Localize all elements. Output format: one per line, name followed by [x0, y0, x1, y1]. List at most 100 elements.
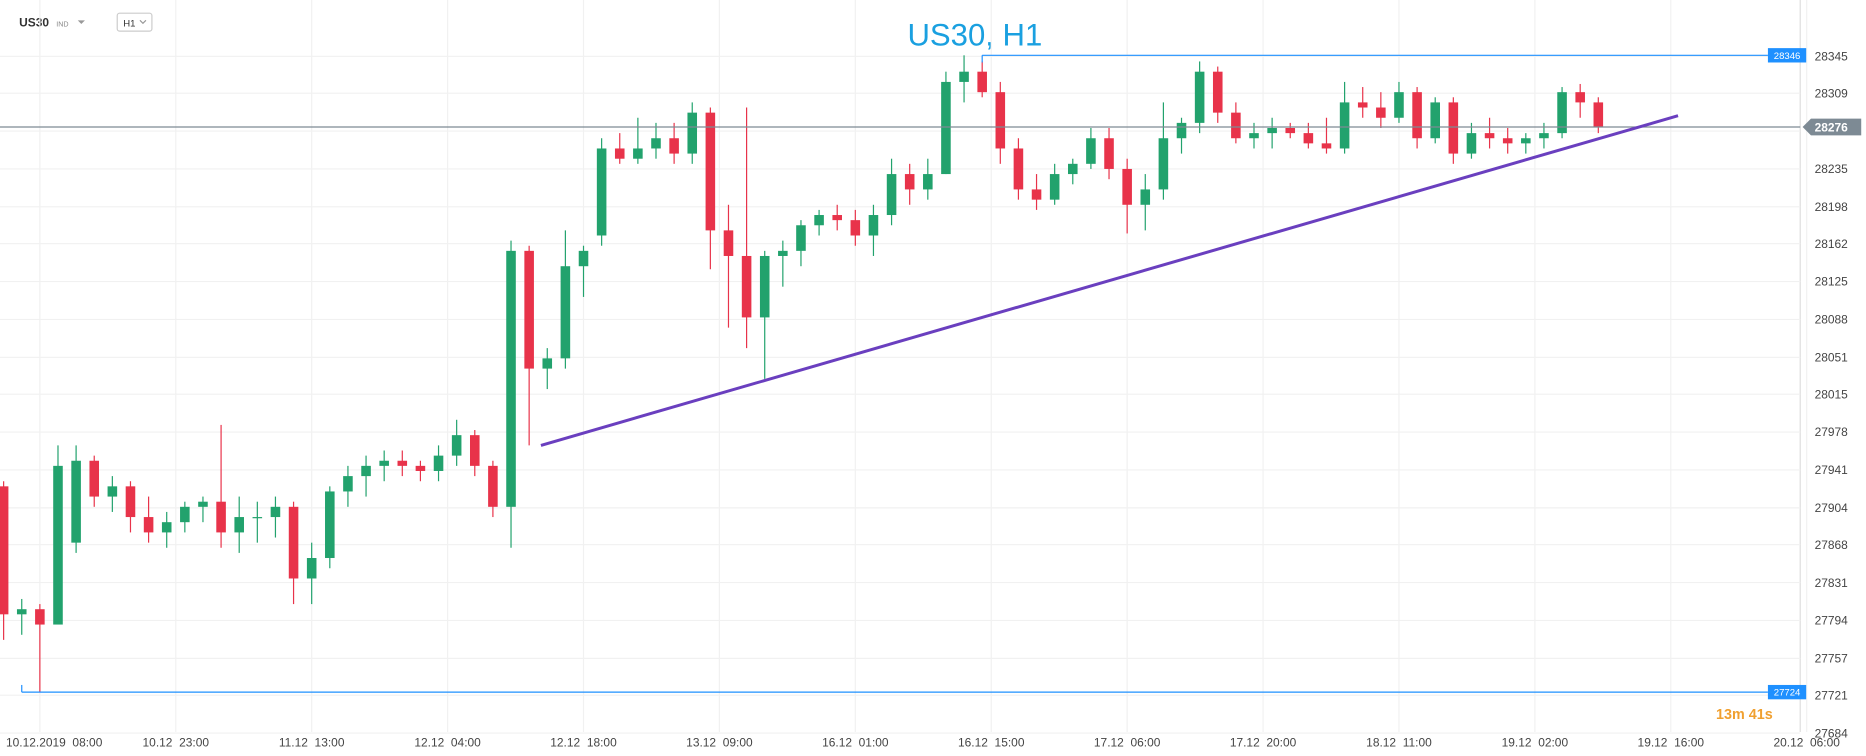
x-tick-label: 19.12 02:00: [1502, 735, 1569, 749]
candle-body: [234, 517, 244, 533]
symbol[interactable]: US30: [19, 15, 49, 29]
x-tick-label: 17.12 20:00: [1230, 735, 1297, 749]
candle-body: [161, 522, 172, 533]
candle-body: [1448, 102, 1459, 154]
candle-body: [198, 501, 208, 507]
candle-body: [288, 506, 299, 579]
candle-body: [1194, 71, 1205, 123]
candle-body: [1267, 127, 1277, 134]
candle-body: [451, 435, 462, 456]
y-tick-label: 28162: [1815, 237, 1849, 251]
candle-body: [1357, 102, 1368, 108]
y-tick-label: 28051: [1815, 351, 1849, 365]
candle-body: [1158, 138, 1169, 190]
candle-body: [614, 148, 625, 159]
x-tick-label: 12.12 04:00: [414, 735, 481, 749]
candle-body: [687, 112, 698, 154]
candle-body: [1575, 92, 1585, 103]
chart-title: US30, H1: [907, 17, 1042, 52]
candle-body: [379, 460, 389, 466]
candle-body: [1212, 71, 1223, 113]
candle-body: [53, 465, 63, 625]
candle-body: [1502, 138, 1513, 144]
candle-body: [125, 486, 136, 518]
x-tick-label: 13.12 09:00: [686, 735, 753, 749]
candle-body: [814, 215, 824, 226]
candle-body: [633, 148, 643, 159]
candle-body: [977, 71, 987, 93]
candle-body: [89, 460, 100, 497]
x-tick-label: 18.12 11:00: [1366, 735, 1432, 749]
x-tick-label: 16.12 01:00: [822, 735, 889, 749]
candle-body: [941, 81, 951, 175]
y-tick-label: 28345: [1815, 50, 1849, 64]
candle-body: [1176, 122, 1187, 139]
candle-body: [1557, 92, 1567, 134]
x-tick-label: 11.12 13:00: [279, 735, 345, 749]
timer: 13m 41s: [1716, 707, 1773, 723]
candle-body: [180, 506, 190, 523]
y-tick-label: 27868: [1815, 538, 1849, 552]
candle-body: [578, 250, 589, 267]
candle-body: [868, 215, 879, 236]
candle-body: [669, 138, 679, 154]
candle-body: [107, 486, 118, 497]
candle-body: [596, 148, 607, 236]
x-tick-label: 12.12 18:00: [550, 735, 617, 749]
candle-body: [1321, 143, 1332, 149]
candle-body: [524, 250, 534, 369]
candle-body: [415, 465, 426, 471]
candle-body: [886, 174, 897, 216]
x-tick-label: 10.12 23:00: [143, 735, 210, 749]
y-tick-label: 28198: [1815, 200, 1849, 214]
candle-body: [1484, 133, 1495, 139]
trendline: [540, 114, 1679, 447]
candle-body: [1231, 112, 1241, 139]
candle-body: [759, 255, 770, 318]
candle-body: [832, 215, 842, 221]
candle-body: [270, 506, 281, 518]
candle-body: [796, 225, 806, 251]
y-tick-label: 27721: [1815, 688, 1849, 702]
candle-body: [1249, 133, 1259, 139]
candle-body: [35, 609, 45, 625]
candle-body: [1466, 133, 1477, 154]
candle-body: [1086, 138, 1096, 164]
candle-body: [850, 220, 861, 236]
candle-body: [1412, 92, 1422, 139]
y-tick-label: 27684: [1815, 726, 1849, 740]
market: IND: [56, 20, 68, 28]
dropdown-arrow[interactable]: [77, 20, 85, 24]
candle-body: [1521, 138, 1531, 144]
y-tick-label: 28015: [1815, 387, 1849, 401]
y-tick-label: 27831: [1815, 576, 1849, 590]
candle-body: [1140, 189, 1151, 205]
candle-body: [1049, 174, 1060, 200]
y-tick-label: 28235: [1815, 162, 1849, 176]
candle-body: [1285, 127, 1296, 134]
x-tick-label: 16.12 15:00: [958, 735, 1025, 749]
interval-arrow[interactable]: [139, 19, 147, 25]
level-label-box: [1767, 684, 1807, 700]
candle-body: [143, 517, 154, 533]
candle-body: [397, 460, 408, 466]
candle-body: [1376, 107, 1386, 118]
level-label: 28346: [1774, 51, 1801, 62]
level-label: 27724: [1774, 688, 1801, 699]
candle-body: [1122, 168, 1132, 205]
x-tick-label: 10.12.2019 08:00: [6, 735, 103, 749]
level-label-box: [1767, 48, 1807, 63]
y-tick-label: 27904: [1815, 501, 1849, 515]
candle-body: [904, 174, 915, 190]
y-tick-label: 27794: [1815, 614, 1849, 628]
candle-body: [560, 266, 571, 359]
candle-body: [741, 255, 752, 318]
interval[interactable]: H1: [123, 18, 135, 29]
interval-box[interactable]: [116, 12, 153, 32]
current-price-box: [1802, 118, 1862, 136]
candle-body: [325, 491, 335, 559]
candle-body: [1104, 138, 1114, 169]
candle-body: [488, 465, 498, 507]
candle-body: [1394, 92, 1404, 118]
